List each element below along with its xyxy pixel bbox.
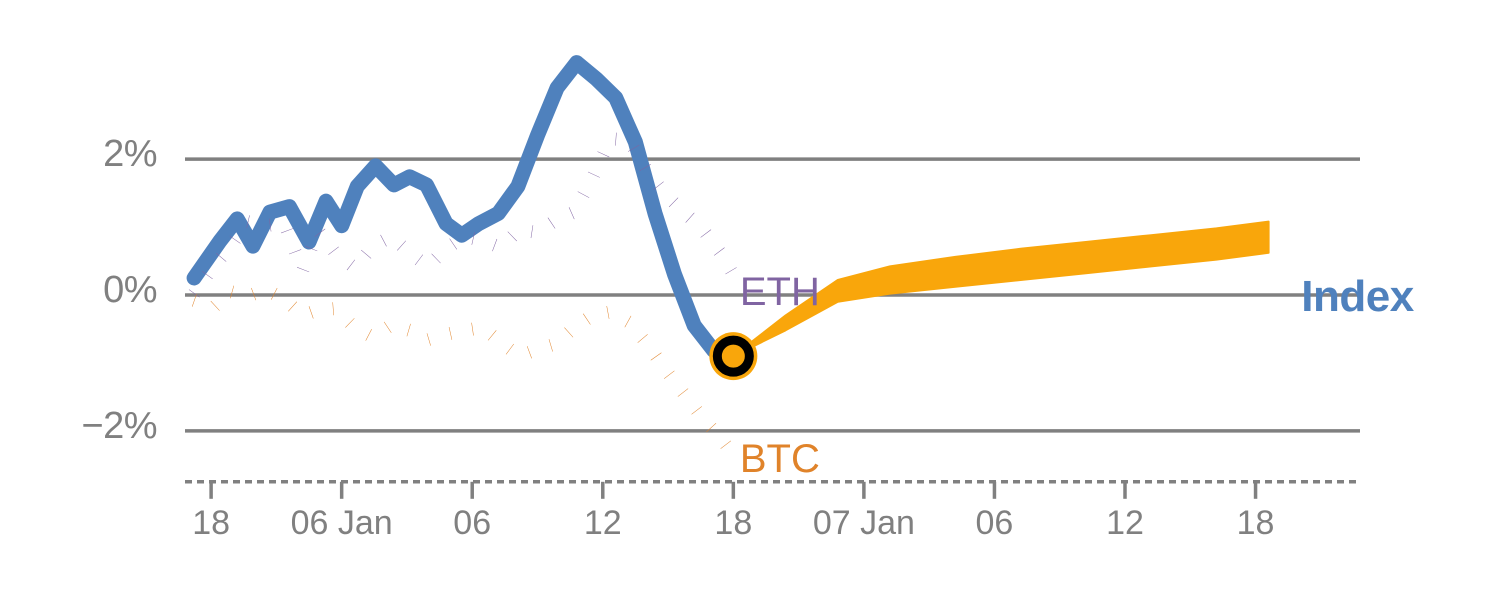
- y-tick-label-1: 0%: [103, 268, 157, 311]
- x-tick-label-4: 18: [714, 503, 753, 542]
- x-tick-label-8: 18: [1236, 503, 1275, 542]
- forecast-band-index: [732, 220, 1270, 358]
- forecast-band-shape: [732, 220, 1270, 358]
- x-tick-label-0: 18: [192, 503, 231, 542]
- x-tick-label-3: 12: [583, 503, 622, 542]
- x-axis-ticks: [209, 481, 1258, 499]
- marker-ring[interactable]: [712, 335, 754, 377]
- x-tick-label-5: 07 Jan: [812, 503, 915, 542]
- x-tick-label-7: 12: [1106, 503, 1144, 542]
- data-series-group: [186, 55, 741, 459]
- series-label-btc: BTC: [739, 437, 820, 482]
- gridlines: [185, 157, 1360, 433]
- y-tick-label-2: −2%: [81, 404, 157, 447]
- series-label-index: Index: [1301, 272, 1414, 322]
- series-line-index: [186, 55, 741, 364]
- series-label-eth: ETH: [739, 269, 820, 314]
- x-tick-label-1: 06 Jan: [290, 503, 393, 542]
- y-tick-label-0: 2%: [103, 133, 157, 176]
- x-tick-label-2: 06: [453, 503, 492, 542]
- x-tick-label-6: 06: [975, 503, 1014, 542]
- last-value-marker[interactable]: [709, 332, 758, 381]
